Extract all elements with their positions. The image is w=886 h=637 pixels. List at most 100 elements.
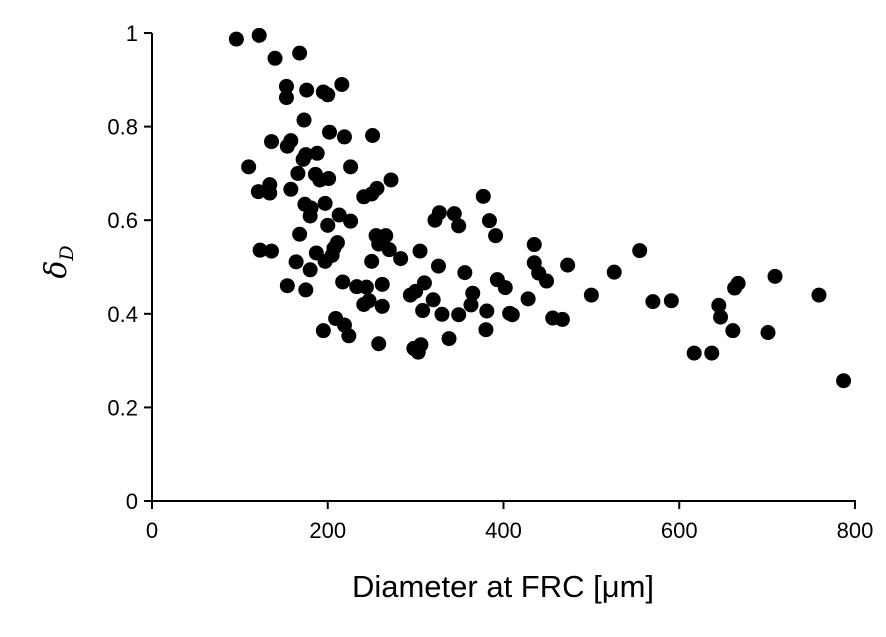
- data-point: [711, 297, 727, 313]
- data-point: [381, 242, 397, 258]
- svg-text:δD: δD: [39, 245, 78, 278]
- data-point: [465, 285, 481, 301]
- y-tick-label: 0.8: [107, 115, 138, 140]
- data-point: [252, 242, 268, 258]
- data-point: [713, 309, 729, 325]
- data-point: [321, 171, 337, 187]
- data-point: [279, 138, 295, 154]
- data-point: [583, 287, 599, 303]
- data-point: [481, 213, 497, 229]
- data-point: [478, 322, 494, 338]
- data-point: [365, 127, 381, 143]
- data-point: [250, 184, 266, 200]
- data-point: [725, 323, 741, 339]
- data-point: [292, 226, 308, 242]
- x-tick-label: 0: [146, 518, 158, 543]
- data-point: [475, 188, 491, 204]
- data-point: [251, 27, 267, 43]
- data-point: [278, 78, 294, 94]
- data-point: [295, 151, 311, 167]
- x-tick-label: 200: [309, 518, 346, 543]
- data-point: [264, 243, 280, 259]
- data-point: [431, 205, 447, 221]
- data-point: [241, 159, 257, 175]
- data-point: [288, 254, 304, 270]
- data-point: [497, 280, 513, 296]
- data-point: [299, 82, 315, 98]
- data-point: [430, 258, 446, 274]
- data-point: [686, 345, 702, 361]
- data-point: [760, 325, 776, 341]
- data-point: [322, 124, 338, 140]
- data-point: [343, 213, 359, 229]
- data-point: [554, 311, 570, 327]
- data-point: [320, 87, 336, 103]
- data-point: [402, 287, 418, 303]
- data-point: [520, 291, 536, 307]
- data-point: [451, 307, 467, 323]
- points-layer: [228, 27, 852, 389]
- y-tick-label: 0.6: [107, 208, 138, 233]
- data-point: [264, 134, 280, 150]
- y-tick-label: 0: [126, 489, 138, 514]
- data-point: [415, 303, 431, 319]
- data-point: [374, 276, 390, 292]
- x-tick-label: 800: [837, 518, 874, 543]
- data-point: [479, 303, 495, 319]
- y-axis-title-symbol: δ: [39, 261, 74, 279]
- data-point: [331, 207, 347, 223]
- y-tick-label: 0.4: [107, 302, 138, 327]
- data-point: [410, 344, 426, 360]
- data-point: [334, 76, 350, 92]
- data-point: [364, 186, 380, 202]
- y-axis-title: δD: [39, 245, 78, 278]
- data-point: [364, 253, 380, 269]
- data-point: [393, 251, 409, 267]
- data-point: [292, 45, 308, 61]
- data-point: [374, 298, 390, 314]
- data-point: [267, 50, 283, 66]
- data-point: [663, 293, 679, 309]
- data-point: [526, 237, 542, 253]
- data-point: [317, 253, 333, 269]
- data-point: [632, 243, 648, 259]
- data-point: [767, 268, 783, 284]
- data-point: [704, 345, 720, 361]
- data-point: [317, 195, 333, 211]
- data-point: [228, 31, 244, 47]
- data-point: [488, 228, 504, 244]
- x-tick-label: 400: [485, 518, 522, 543]
- data-point: [606, 264, 622, 280]
- data-point: [451, 218, 467, 234]
- data-point: [336, 129, 352, 145]
- data-point: [262, 185, 278, 201]
- data-point: [371, 336, 387, 352]
- x-axis-title: Diameter at FRC [μm]: [352, 569, 654, 604]
- data-point: [315, 323, 331, 339]
- x-ticks: 0 200 400 600 800: [146, 501, 873, 543]
- data-point: [356, 296, 372, 312]
- data-point: [298, 282, 314, 298]
- data-point: [341, 328, 357, 344]
- data-point: [383, 172, 399, 188]
- data-point: [302, 262, 318, 278]
- data-point: [412, 243, 428, 259]
- data-point: [283, 181, 299, 197]
- data-point: [811, 287, 827, 303]
- data-point: [434, 306, 450, 322]
- data-point: [446, 206, 462, 222]
- data-point: [278, 90, 294, 106]
- y-axis-title-subscript: D: [56, 245, 78, 261]
- x-tick-label: 600: [661, 518, 698, 543]
- y-ticks: 0 0.2 0.4 0.6 0.8 1: [107, 21, 152, 514]
- data-point: [539, 273, 555, 289]
- data-point: [836, 373, 852, 389]
- data-point: [290, 165, 306, 181]
- data-point: [279, 278, 295, 294]
- data-point: [358, 279, 374, 295]
- data-point: [441, 331, 457, 347]
- data-point: [296, 112, 312, 128]
- data-point: [504, 307, 520, 323]
- data-point: [560, 257, 576, 273]
